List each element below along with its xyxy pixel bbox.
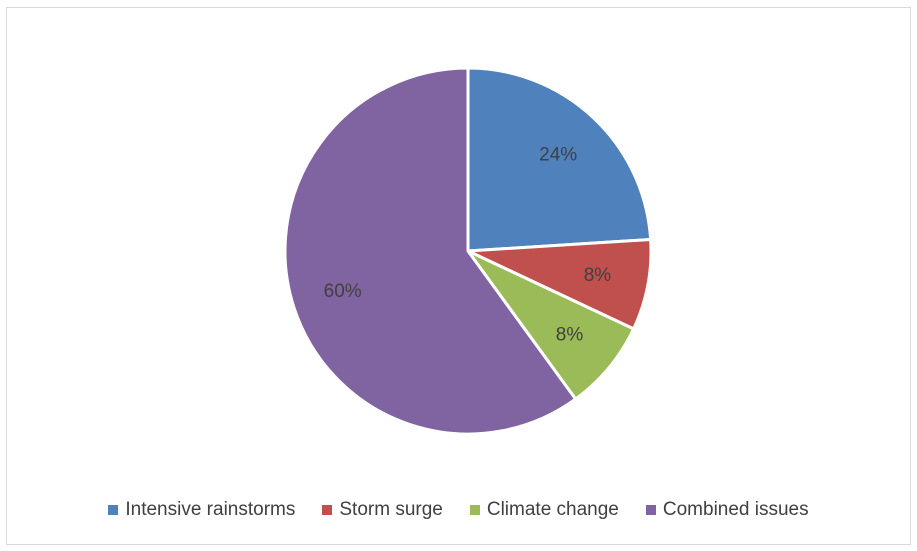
legend-label-combined-issues: Combined issues [662,499,809,520]
pie-slice-climate-change [466,249,636,401]
legend-swatch-combined-issues [645,505,656,515]
pie-slice-intensive-rainstorms [466,66,653,253]
legend-item-climate-change: Climate change [469,499,619,521]
pie-label-combined-issues: 60% [324,281,362,302]
pie-label-storm-surge: 8% [584,265,612,286]
legend-item-intensive-rainstorms: Intensive rainstorms [108,499,295,521]
pie-slices [283,66,653,436]
legend-swatch-climate-change [469,505,480,515]
pie-slice-combined-issues [283,66,578,436]
pie-label-climate-change: 8% [556,324,584,345]
legend-item-combined-issues: Combined issues [645,499,809,521]
legend-label-intensive-rainstorms: Intensive rainstorms [125,499,296,520]
legend-item-storm-surge: Storm surge [322,499,443,521]
legend: Intensive rainstorms Storm surge Climate… [0,499,917,521]
legend-swatch-storm-surge [322,505,333,515]
legend-swatch-intensive-rainstorms [108,505,119,515]
pie-label-intensive-rainstorms: 24% [539,144,577,165]
legend-label-storm-surge: Storm surge [339,499,443,520]
legend-label-climate-change: Climate change [486,499,619,520]
pie-labels: 24% 8% 8% 60% [324,144,612,345]
pie-slice-storm-surge [466,238,653,331]
